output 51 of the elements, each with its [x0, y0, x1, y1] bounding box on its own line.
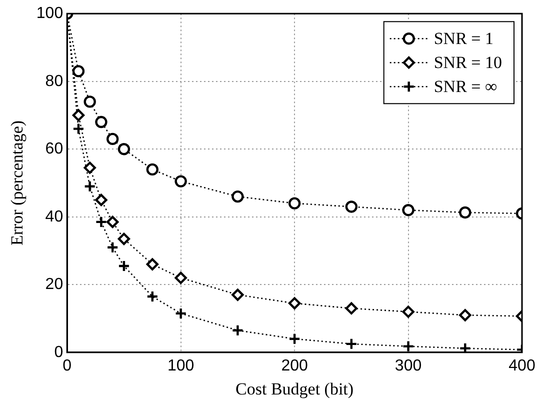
point — [174, 272, 187, 284]
x-tick-label: 200 — [281, 357, 308, 374]
point — [84, 162, 96, 174]
point — [459, 342, 472, 352]
point — [459, 206, 472, 219]
y-tick-label: 0 — [54, 344, 64, 361]
y-tick-label: 100 — [36, 5, 64, 22]
point — [72, 109, 85, 122]
point — [72, 65, 85, 78]
point — [402, 204, 414, 216]
x-tick-label: 400 — [508, 357, 536, 374]
point — [232, 190, 244, 203]
point — [288, 297, 301, 310]
x-tick-label: 100 — [167, 357, 194, 374]
point — [95, 216, 108, 228]
point — [146, 258, 158, 270]
point — [345, 338, 358, 350]
point — [174, 307, 187, 320]
point — [459, 309, 472, 322]
point — [95, 194, 108, 206]
point — [146, 290, 158, 303]
point — [345, 302, 358, 314]
y-axis-title: Error (percentage) — [8, 120, 27, 246]
point — [288, 197, 301, 210]
point — [232, 324, 244, 336]
point — [402, 340, 414, 352]
point — [95, 116, 108, 128]
y-tick-label: 60 — [45, 140, 64, 158]
point — [146, 163, 158, 176]
y-tick-label: 20 — [45, 276, 64, 294]
point — [345, 200, 358, 213]
point — [106, 216, 119, 228]
x-tick-label: 300 — [394, 357, 422, 374]
y-tick-label: 80 — [45, 72, 64, 90]
point — [118, 260, 130, 272]
point — [118, 143, 130, 156]
y-tick-label: 40 — [45, 208, 64, 226]
legend-label: SNR = 10 — [434, 53, 502, 72]
point — [106, 132, 119, 146]
point — [106, 241, 119, 254]
point — [402, 306, 414, 318]
point — [72, 122, 85, 135]
point — [118, 232, 130, 245]
point — [174, 175, 187, 188]
point — [232, 288, 244, 301]
x-axis-title: Cost Budget (bit) — [236, 379, 354, 398]
point — [288, 332, 301, 345]
point — [84, 180, 96, 192]
legend-label: SNR = ∞ — [434, 77, 498, 96]
legend-label: SNR = 1 — [434, 29, 494, 48]
point — [84, 96, 96, 108]
